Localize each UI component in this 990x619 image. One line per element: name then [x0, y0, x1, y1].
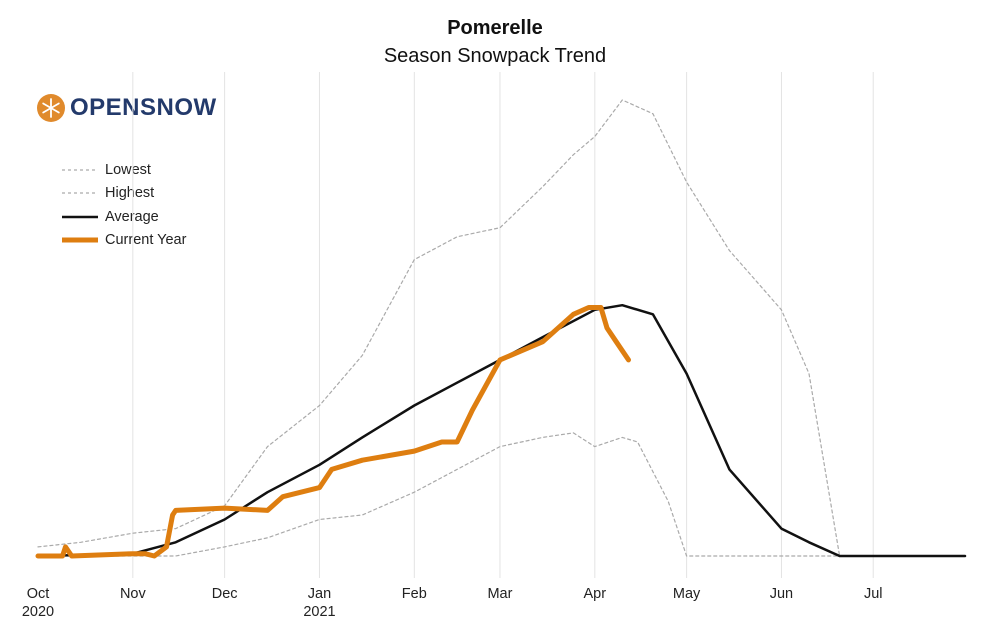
legend-label-lowest: Lowest: [105, 161, 151, 178]
legend-item-average: Average: [62, 205, 186, 229]
legend-swatch-highest: [62, 192, 98, 194]
snowflake-icon: [37, 94, 65, 122]
opensnow-logo: OPENSNOW: [36, 93, 217, 123]
legend-swatch-average: [62, 215, 98, 218]
x-tick-label-feb: Feb: [402, 586, 427, 602]
x-tick-year-2020: 2020: [22, 604, 54, 619]
legend-item-current-year: Current Year: [62, 229, 186, 253]
series-line-current-year: [35, 305, 631, 559]
legend-item-lowest: Lowest: [62, 158, 186, 182]
grid-lines: [132, 72, 874, 578]
x-tick-label-jun: Jun: [770, 586, 793, 602]
x-tick-label-apr: Apr: [584, 586, 607, 602]
x-axis-ticks: Oct 2020 Nov Dec Jan 2021 Feb Mar Apr May Jun Jul: [22, 586, 883, 619]
x-tick-label-dec: Dec: [212, 586, 238, 602]
legend-swatch-lowest: [62, 169, 98, 171]
series-lines: [35, 99, 967, 559]
x-tick-label-may: May: [673, 586, 701, 602]
series-line-highest: [37, 99, 966, 557]
x-tick-label-jul: Jul: [864, 586, 883, 602]
x-tick-label-jan: Jan: [308, 586, 331, 602]
series-line-lowest: [37, 432, 966, 557]
legend-item-highest: Highest: [62, 182, 186, 206]
chart-subtitle: Season Snowpack Trend: [383, 45, 607, 67]
x-tick-label-mar: Mar: [487, 586, 512, 602]
legend-label-highest: Highest: [105, 185, 155, 202]
x-tick-year-2021: 2021: [303, 604, 335, 619]
logo-text-snow: SNOW: [140, 94, 217, 121]
chart-title: Pomerelle: [447, 17, 543, 39]
x-tick-label-nov: Nov: [120, 586, 147, 602]
logo-wordmark: OPENSNOW: [70, 94, 217, 122]
chart-legend: Lowest Highest Average Current Year: [62, 158, 186, 252]
legend-label-average: Average: [105, 208, 159, 225]
x-tick-label-oct: Oct: [27, 586, 50, 602]
series-line-average: [36, 303, 967, 558]
legend-label-current-year: Current Year: [105, 232, 187, 249]
legend-swatch-current-year: [62, 237, 98, 243]
logo-text-open: OPEN: [70, 94, 141, 121]
